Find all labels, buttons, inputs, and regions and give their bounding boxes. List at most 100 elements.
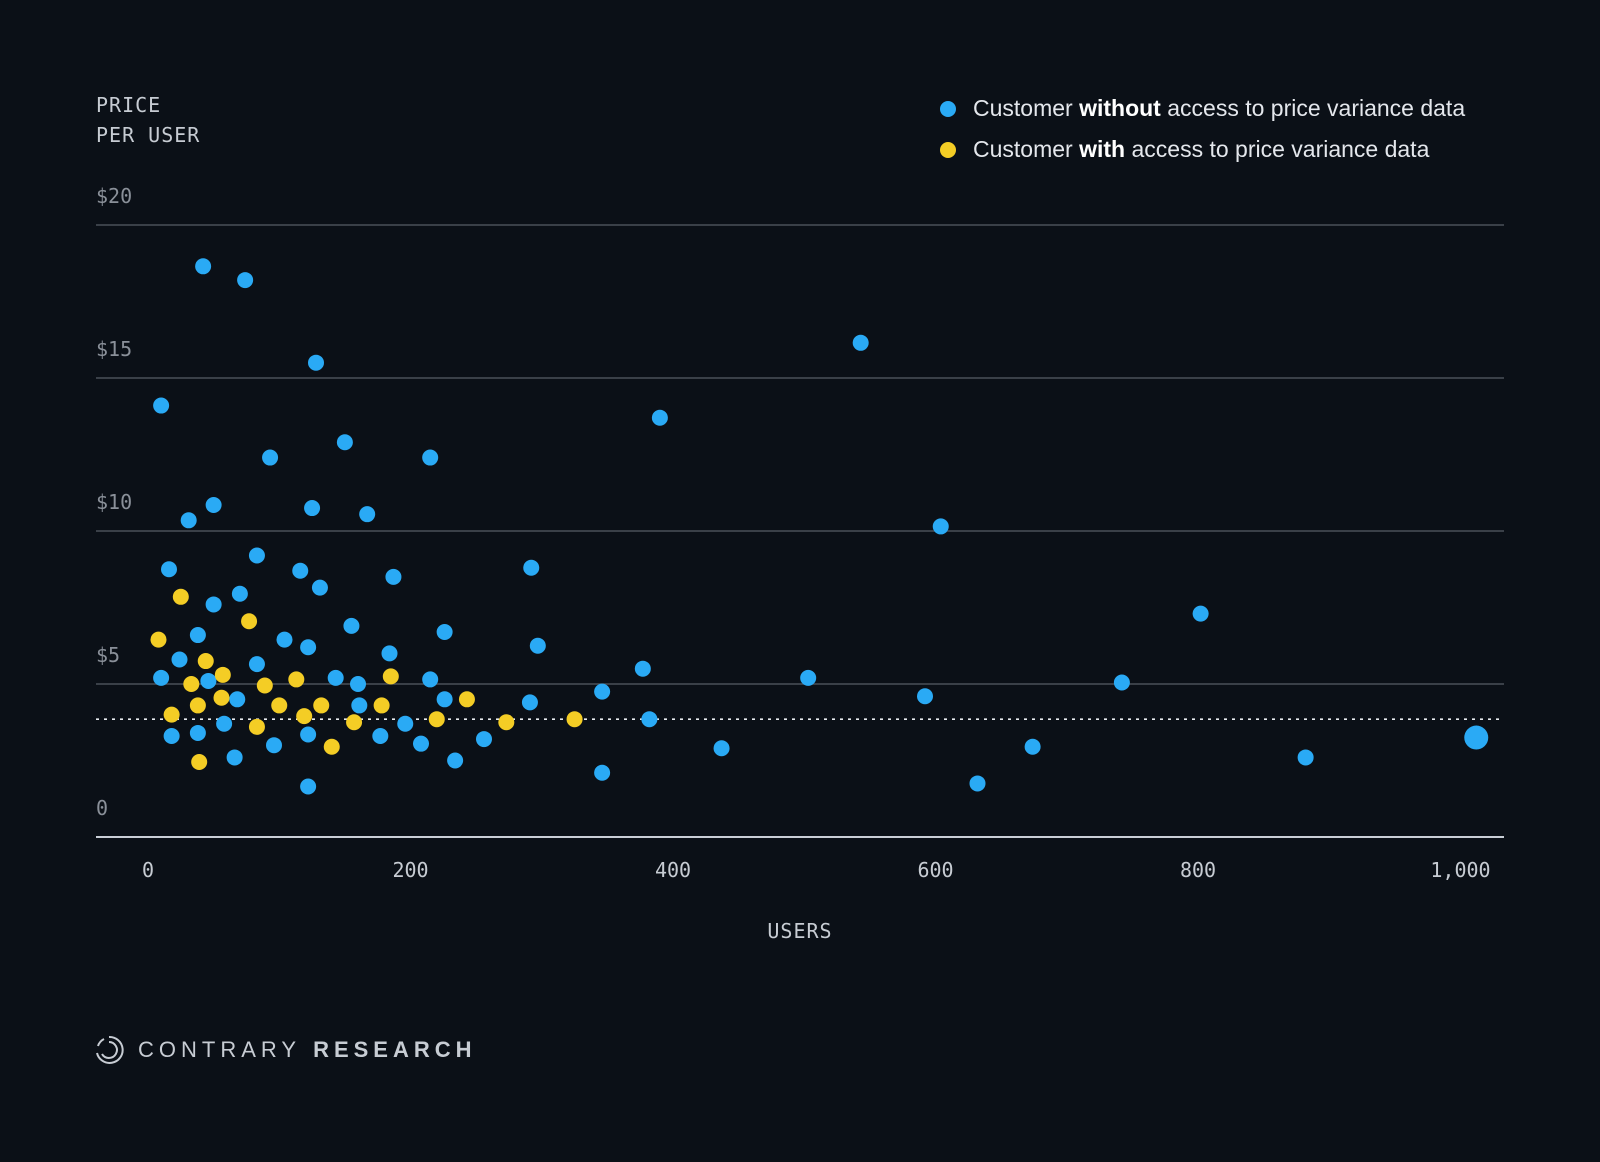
data-point-without-access: [594, 764, 611, 781]
data-point-without-access: [651, 409, 668, 426]
data-point-with-access: [373, 697, 390, 714]
y-tick-label: $20: [96, 184, 132, 208]
data-point-with-access: [150, 631, 167, 648]
data-point-without-access: [276, 631, 293, 648]
data-point-with-access: [197, 653, 214, 670]
data-point-with-access: [248, 718, 265, 735]
data-point-with-access: [428, 711, 445, 728]
x-tick-label: 0: [142, 858, 154, 882]
x-axis-title: USERS: [767, 919, 832, 943]
brand-name-light: CONTRARY: [138, 1037, 302, 1062]
data-point-without-access: [300, 726, 317, 743]
data-point-with-access: [214, 666, 231, 683]
y-tick-label: $5: [96, 643, 120, 667]
data-point-with-access: [458, 691, 475, 708]
data-point-without-access: [153, 669, 170, 686]
data-point-without-access: [292, 562, 309, 579]
data-point-without-access: [195, 258, 212, 275]
y-tick-label: 0: [96, 796, 108, 820]
x-tick-label: 800: [1180, 858, 1216, 882]
data-point-without-access: [359, 506, 376, 523]
data-point-without-access: [413, 735, 429, 752]
data-point-with-access: [382, 668, 399, 685]
data-point-without-access: [161, 561, 177, 578]
data-point-without-access: [932, 518, 949, 535]
data-point-without-access: [641, 711, 658, 728]
data-point-without-access: [917, 688, 933, 705]
data-point-without-access: [237, 272, 254, 289]
data-point-with-access: [213, 689, 230, 706]
brand-name-bold: RESEARCH: [313, 1037, 477, 1062]
data-point-with-access: [313, 697, 330, 714]
data-point-without-access: [327, 669, 344, 686]
y-axis-title-line-1: PRICE: [96, 93, 162, 117]
data-point-without-access: [523, 559, 540, 576]
data-point-without-access: [436, 623, 453, 640]
data-point-without-access: [634, 660, 651, 677]
data-point-without-access: [969, 775, 986, 792]
data-point-without-access: [521, 694, 538, 711]
legend: Customer without access to price varianc…: [940, 88, 1465, 170]
data-point-without-access: [1024, 738, 1041, 755]
data-point-with-access: [296, 708, 313, 725]
data-point-with-access: [191, 754, 208, 771]
data-point-without-access: [248, 656, 265, 673]
data-point-without-access: [311, 579, 328, 596]
data-point-without-access: [351, 697, 368, 714]
data-point-without-access: [343, 617, 360, 634]
data-point-without-access: [189, 724, 206, 741]
data-point-without-access: [336, 434, 353, 451]
data-point-without-access: [1192, 605, 1209, 622]
data-point-with-access: [498, 714, 515, 731]
data-point-without-access: [713, 740, 730, 757]
data-point-with-access: [566, 711, 583, 728]
y-axis-title: PRICE PER USER: [96, 90, 200, 150]
data-point-without-access: [422, 671, 439, 688]
data-point-without-access: [163, 728, 180, 745]
data-point-without-access: [529, 637, 546, 654]
x-tick-labels: 0 200 400 600 800 1,000: [142, 858, 1491, 882]
data-point-without-access: [205, 596, 222, 613]
legend-suffix: access to price variance data: [1125, 136, 1430, 162]
legend-prefix: Customer: [973, 95, 1080, 121]
data-point-without-access: [153, 397, 170, 414]
x-tick-label: 1,000: [1430, 858, 1490, 882]
y-axis-title-line-2: PER USER: [96, 123, 201, 147]
data-point-with-access: [271, 697, 288, 714]
legend-suffix: access to price variance data: [1160, 95, 1466, 121]
data-point-without-access: [852, 334, 869, 351]
yellow-dot-icon: [940, 141, 956, 158]
data-point-without-access: [1297, 749, 1314, 766]
brand: CONTRARY RESEARCH: [94, 1034, 477, 1066]
data-point-without-access: [1464, 725, 1489, 750]
data-point-without-access: [216, 715, 233, 732]
data-point-with-access: [183, 676, 200, 692]
data-point-without-access: [447, 752, 464, 769]
data-point-without-access: [205, 496, 222, 513]
data-point-without-access: [300, 639, 317, 656]
data-point-with-access: [172, 588, 189, 605]
data-point-without-access: [397, 715, 414, 732]
blue-dot-icon: [940, 100, 956, 117]
data-point-without-access: [200, 672, 217, 689]
data-point-with-access: [323, 738, 340, 755]
data-point-without-access: [304, 500, 321, 517]
data-point-without-access: [594, 683, 611, 700]
data-point-with-access: [241, 613, 258, 630]
legend-bold: without: [1079, 95, 1161, 121]
data-point-without-access: [350, 676, 366, 692]
gridlines: [96, 224, 1504, 838]
data-point-without-access: [1113, 674, 1130, 691]
data-point-without-access: [476, 731, 492, 748]
data-point-without-access: [422, 449, 439, 466]
data-point-without-access: [248, 547, 265, 564]
x-tick-label: 200: [392, 858, 428, 882]
data-point-without-access: [180, 512, 197, 529]
data-point-without-access: [171, 651, 188, 668]
data-point-without-access: [189, 627, 206, 644]
data-point-without-access: [300, 778, 317, 795]
legend-item-with-access: Customer with access to price variance d…: [940, 129, 1465, 170]
data-point-without-access: [800, 669, 817, 686]
y-tick-label: $15: [96, 337, 132, 361]
